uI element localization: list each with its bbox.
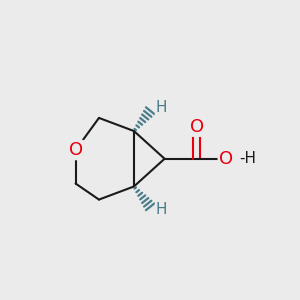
Text: O: O: [69, 141, 83, 159]
Text: -H: -H: [239, 151, 256, 166]
Text: O: O: [219, 150, 233, 168]
Text: H: H: [155, 100, 167, 115]
Text: O: O: [190, 118, 204, 136]
Text: H: H: [155, 202, 167, 217]
